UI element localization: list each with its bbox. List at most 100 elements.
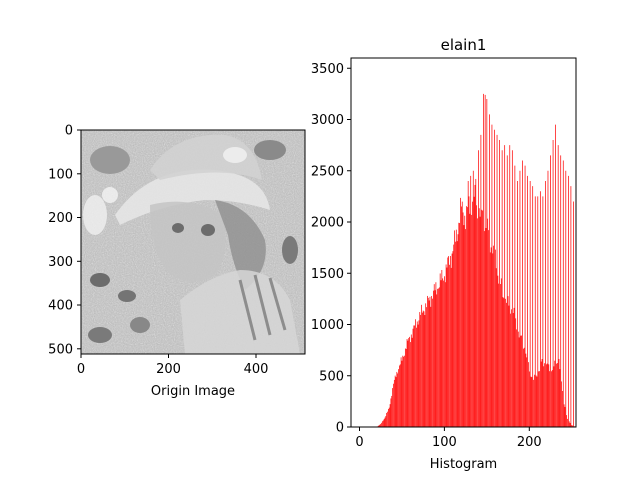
histogram-bar [478, 150, 479, 427]
histogram-bar [492, 253, 494, 427]
histogram-bar [381, 422, 382, 427]
histogram-bar [472, 170, 474, 427]
image-ytick-label: 300 [48, 255, 73, 270]
histogram-bar [454, 230, 455, 427]
histogram-bar [435, 282, 437, 427]
image-ytick-label: 0 [65, 124, 73, 139]
histogram-bar [543, 366, 545, 427]
histogram-bar [555, 124, 556, 428]
histogram-bar [526, 357, 528, 427]
histogram-bar [475, 178, 477, 427]
histogram-bar [493, 245, 494, 427]
histogram-bar [455, 241, 456, 427]
histogram-bar [548, 364, 550, 427]
histogram-bar [461, 201, 463, 427]
histogram-bar [547, 170, 549, 427]
histogram-bar [571, 425, 573, 427]
histogram-bar [507, 296, 509, 427]
histogram-bar [553, 366, 555, 427]
histogram-bar [430, 306, 432, 427]
histogram-bar [496, 134, 498, 428]
histogram-bar [440, 280, 442, 427]
histogram-bar [562, 160, 564, 427]
histogram-bar [410, 334, 412, 427]
histogram-bar [417, 324, 419, 427]
histogram-bar [426, 307, 427, 427]
histogram-bar [443, 280, 444, 427]
histogram-bar [413, 325, 415, 427]
histogram-bar [420, 314, 421, 427]
histogram-bar [508, 305, 510, 427]
histogram-bar [465, 229, 466, 427]
histogram-bar [568, 175, 569, 428]
grayscale-photo [81, 130, 305, 354]
image-ytick-label: 200 [48, 211, 73, 226]
histogram-bar [432, 298, 433, 427]
histogram-bar [431, 295, 433, 427]
histogram-bar [530, 376, 532, 427]
histogram-bar [468, 196, 470, 427]
histogram-bar [407, 340, 409, 427]
image-axes-frame [80, 129, 306, 355]
histogram-bar [572, 425, 573, 427]
histogram-bar [568, 421, 570, 427]
histogram-bar [534, 196, 536, 428]
histogram-ytick-label: 3500 [311, 62, 344, 77]
histogram-bar [411, 337, 413, 427]
histogram-bar [438, 287, 440, 427]
histogram-bar [531, 377, 533, 427]
histogram-bar [501, 150, 503, 427]
histogram-bar [534, 374, 535, 427]
histogram-bar [513, 307, 515, 427]
histogram-bar [451, 253, 453, 427]
histogram-bar [389, 404, 391, 427]
histogram-bar [408, 338, 410, 427]
histogram-bar [518, 337, 520, 427]
histogram-bar [567, 418, 568, 427]
image-ytick-label: 400 [48, 299, 73, 314]
histogram-bar [541, 359, 543, 427]
histogram-bar [523, 348, 524, 427]
histogram-bar [409, 336, 410, 427]
histogram-ytick-label: 500 [319, 369, 344, 384]
histogram-bar [455, 229, 457, 427]
histogram-bar [495, 268, 497, 427]
histogram-bar [461, 206, 462, 427]
histogram-bar [497, 275, 499, 427]
histogram-bar [489, 114, 490, 428]
histogram-bar [483, 93, 484, 428]
histogram-bar [422, 310, 424, 427]
histogram-bar [542, 196, 544, 428]
histogram-bar [439, 273, 441, 427]
histogram-bar [450, 267, 452, 427]
histogram-bar [424, 315, 426, 427]
histogram-ytick-label: 3000 [311, 113, 344, 128]
histogram-bar [436, 294, 438, 427]
histogram-bar [528, 362, 529, 427]
histogram-bar [561, 381, 562, 427]
histogram-bar [537, 196, 539, 428]
histogram-xtick-label: 100 [432, 435, 457, 450]
histogram-bar [419, 312, 421, 427]
histogram-bar [485, 228, 487, 427]
histogram-bar [481, 209, 483, 427]
histogram-bar [557, 145, 559, 428]
histogram-bar [517, 331, 519, 427]
histogram-bar [438, 288, 439, 427]
histogram-bar [522, 160, 523, 427]
histogram-bar [488, 230, 489, 427]
image-y-ticks: 0 100 200 300 400 500 [48, 124, 81, 357]
histogram-bar [538, 371, 539, 427]
histogram-bar [478, 208, 480, 427]
histogram-bar [487, 218, 489, 427]
histogram-bar [433, 290, 434, 427]
histogram-bar [552, 140, 554, 427]
histogram-title: elain1 [441, 36, 487, 54]
histogram-bar [545, 181, 546, 427]
histogram-bar [546, 363, 548, 427]
histogram-bar [470, 175, 472, 428]
histogram-bar [560, 155, 562, 428]
histogram-bar [549, 371, 551, 427]
histogram-bar [393, 383, 394, 427]
histogram-bar [405, 348, 407, 427]
